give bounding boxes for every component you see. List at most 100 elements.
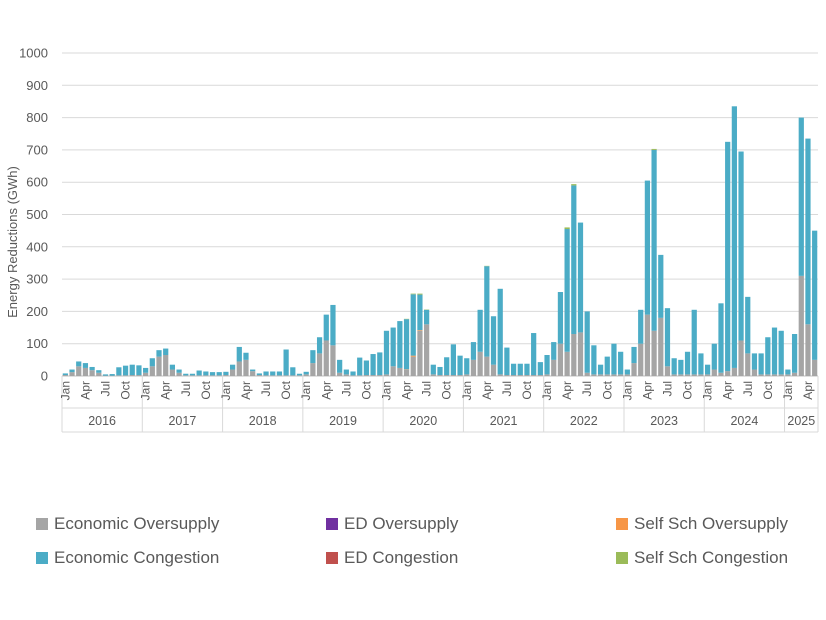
x-tick-label: Apr	[480, 381, 494, 400]
bar-segment	[430, 374, 436, 376]
bar-segment	[758, 374, 764, 376]
gridlines	[62, 52, 818, 377]
legend-item-self-sch-oversupply: Self Sch Oversupply	[616, 514, 788, 534]
bar-segment	[316, 337, 323, 354]
bar-segment	[89, 370, 95, 376]
bar-segment	[745, 296, 751, 354]
bar-segment	[82, 363, 89, 368]
y-tick-label: 200	[26, 304, 48, 319]
bar-segment	[203, 371, 209, 376]
bar-segment	[270, 371, 276, 376]
y-tick-label: 900	[26, 78, 48, 93]
bar-segment	[417, 330, 423, 376]
bar-segment	[290, 375, 296, 376]
bar-segment	[256, 375, 262, 376]
y-tick-label: 600	[26, 175, 48, 190]
bar-segment	[531, 333, 537, 376]
bar-segment	[651, 330, 657, 376]
x-year-label: 2017	[168, 414, 196, 428]
bar-segment	[691, 374, 697, 376]
bar-segment	[169, 369, 175, 376]
bar-segment	[771, 374, 778, 376]
x-tick-label: Oct	[520, 380, 534, 399]
bar-segment	[631, 346, 637, 364]
bar-segment	[624, 369, 630, 375]
bar-segment	[725, 371, 731, 376]
bar-segment	[310, 350, 316, 364]
bar-segment	[189, 375, 196, 376]
bar-segment	[564, 351, 570, 376]
bar-segment	[745, 353, 751, 376]
bar-segment	[229, 364, 236, 370]
bar-segment	[357, 357, 363, 376]
bar-segment	[176, 372, 182, 376]
legend-swatch	[326, 552, 338, 564]
x-tick-label: Oct	[440, 380, 454, 399]
bar-segment	[69, 369, 75, 373]
x-year-label: 2016	[88, 414, 116, 428]
bar-segment	[497, 374, 503, 376]
x-tick-label: Apr	[801, 381, 815, 400]
x-tick-label: Apr	[239, 381, 253, 400]
x-tick-label: Jul	[500, 381, 514, 396]
bar-segment	[216, 375, 222, 376]
bar-segment	[183, 375, 189, 376]
bar-segment	[611, 374, 617, 376]
bar-segment	[96, 370, 102, 373]
bar-segment	[551, 342, 557, 360]
legend-label: ED Congestion	[344, 548, 459, 567]
bar-segment	[69, 372, 75, 376]
bar-segment	[577, 222, 584, 333]
x-tick-label: Apr	[319, 381, 333, 400]
bar-segment	[276, 375, 283, 376]
bar-segment	[163, 355, 169, 376]
bar-segment	[504, 375, 510, 376]
x-tick-label: Jan	[58, 381, 72, 400]
bar-segment	[149, 366, 155, 376]
bar-segment	[684, 351, 691, 375]
bar-segment	[758, 353, 764, 375]
bar-segment	[765, 337, 771, 375]
bar-segment	[791, 372, 798, 376]
bar-segment	[705, 374, 711, 376]
legend-item-ed-oversupply: ED Oversupply	[326, 514, 458, 534]
bar-segment	[122, 365, 129, 376]
bar-segment	[771, 327, 778, 375]
x-tick-label: Jul	[420, 381, 434, 396]
bar-segment	[337, 359, 343, 373]
legend-label: Economic Congestion	[54, 548, 220, 567]
legend: Economic Oversupply ED Oversupply Self S…	[36, 510, 816, 580]
bar-segment	[163, 348, 169, 356]
x-year-label: 2021	[490, 414, 518, 428]
bar-segment	[564, 229, 570, 352]
bar-segment	[143, 367, 149, 373]
bar-segment	[424, 324, 430, 376]
bar-segment	[223, 371, 229, 376]
bar-segment	[223, 375, 229, 376]
bar-segment	[417, 330, 423, 331]
bar-segment	[397, 321, 403, 368]
bar-segment	[524, 363, 530, 376]
bar-segment	[263, 375, 269, 376]
bar-segment	[383, 374, 390, 376]
bar-segment	[705, 364, 711, 375]
bar-segment	[812, 359, 818, 376]
bar-segment	[263, 371, 269, 376]
bar-segment	[143, 372, 149, 376]
x-year-label: 2025	[787, 414, 815, 428]
bar-segment	[731, 106, 737, 368]
bar-segment	[484, 266, 490, 357]
y-axis-title: Energy Reductions (GWh)	[5, 166, 20, 318]
bar-segment	[571, 184, 577, 186]
bar-segment	[651, 149, 657, 331]
bar-segment	[738, 340, 744, 376]
bar-segment	[457, 375, 463, 376]
x-tick-label: Apr	[400, 381, 414, 400]
bar-segment	[557, 343, 564, 376]
legend-item-self-sch-congestion: Self Sch Congestion	[616, 548, 788, 568]
bar-segment	[618, 351, 624, 375]
bar-segment	[671, 374, 677, 376]
bar-segment	[504, 347, 510, 376]
bar-segment	[464, 358, 470, 375]
